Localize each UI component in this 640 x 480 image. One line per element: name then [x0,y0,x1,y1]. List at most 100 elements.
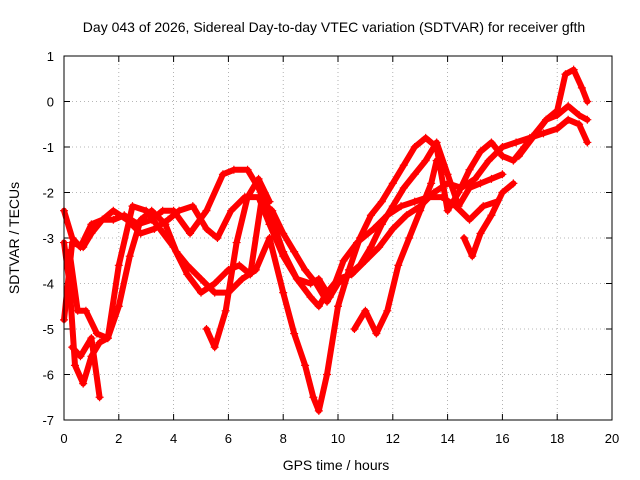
data-point [577,83,586,92]
data-point [98,215,107,224]
data-point [388,202,397,211]
data-point [197,288,205,297]
data-point [87,334,96,343]
data-point [388,179,397,188]
series-sat-i [514,65,592,161]
y-tick-label: -5 [42,322,54,337]
data-point [290,329,299,338]
data-point [514,152,523,161]
data-point [377,220,386,229]
series-sat-g [350,156,441,338]
data-point [476,147,485,156]
data-point [484,156,493,165]
data-point [73,306,82,315]
data-point [432,156,441,165]
data-point [68,234,77,242]
data-point [476,179,485,188]
data-point [183,270,192,279]
data-point [257,197,266,206]
data-point [92,329,101,338]
data-point [575,120,584,129]
data-point [410,197,419,206]
data-point [564,115,573,124]
data-point [290,247,299,256]
data-point [265,234,274,242]
series-trail [351,157,440,337]
series-trail [461,180,517,260]
data-point [399,161,408,170]
data-point [213,234,222,242]
data-point [394,261,403,270]
data-point [432,138,441,147]
data-point [125,252,134,261]
data-point [265,197,274,206]
data-point [479,202,488,211]
data-point [383,306,392,315]
y-tick-label: 1 [47,49,54,64]
data-point [355,234,364,242]
data-point [487,211,496,220]
data-point [468,252,477,261]
x-tick-label: 10 [331,431,345,446]
data-point [465,183,474,192]
data-point [498,188,507,197]
data-point [301,361,310,370]
data-point [512,138,521,147]
data-point [109,215,118,224]
data-point [164,215,173,224]
data-point [388,224,397,233]
data-point [498,143,507,151]
data-point [76,352,85,361]
data-point [355,261,364,270]
chart-title: Day 043 of 2026, Sidereal Day-to-day VTE… [83,19,585,35]
data-point [158,206,167,215]
data-point [65,247,74,256]
data-point [460,234,469,242]
data-point [429,188,438,197]
data-point [301,265,310,274]
y-tick-label: -2 [42,186,54,201]
data-point [421,156,430,165]
data-point [221,306,230,315]
grid-layer [64,56,612,420]
data-point [402,211,411,220]
data-point [188,202,197,211]
data-point [509,179,518,188]
data-point [136,215,145,224]
data-point [79,379,88,388]
data-point [95,393,104,402]
data-point [128,202,137,211]
data-point [114,302,123,311]
x-tick-label: 18 [550,431,564,446]
data-point [397,202,406,211]
data-point [416,206,425,215]
data-point [561,70,570,79]
data-point [410,170,419,179]
data-point [421,133,430,142]
data-point [87,220,96,229]
x-tick-label: 0 [60,431,67,446]
x-tick-label: 8 [280,431,287,446]
data-point [465,215,474,224]
data-point [443,206,452,215]
y-tick-label: -4 [42,277,54,292]
data-point [564,102,573,111]
data-point [465,165,474,174]
data-point [487,174,496,183]
data-point [312,279,321,288]
data-point [243,165,252,174]
x-tick-label: 16 [495,431,509,446]
data-point [246,270,255,279]
data-point [366,211,375,220]
data-point [476,229,485,238]
series-sat-h [460,179,518,261]
series-sat-e [68,334,104,402]
data-point [528,133,537,142]
x-tick-label: 20 [605,431,619,446]
data-point [583,115,592,124]
series-trail [69,335,103,401]
data-point [377,197,386,206]
